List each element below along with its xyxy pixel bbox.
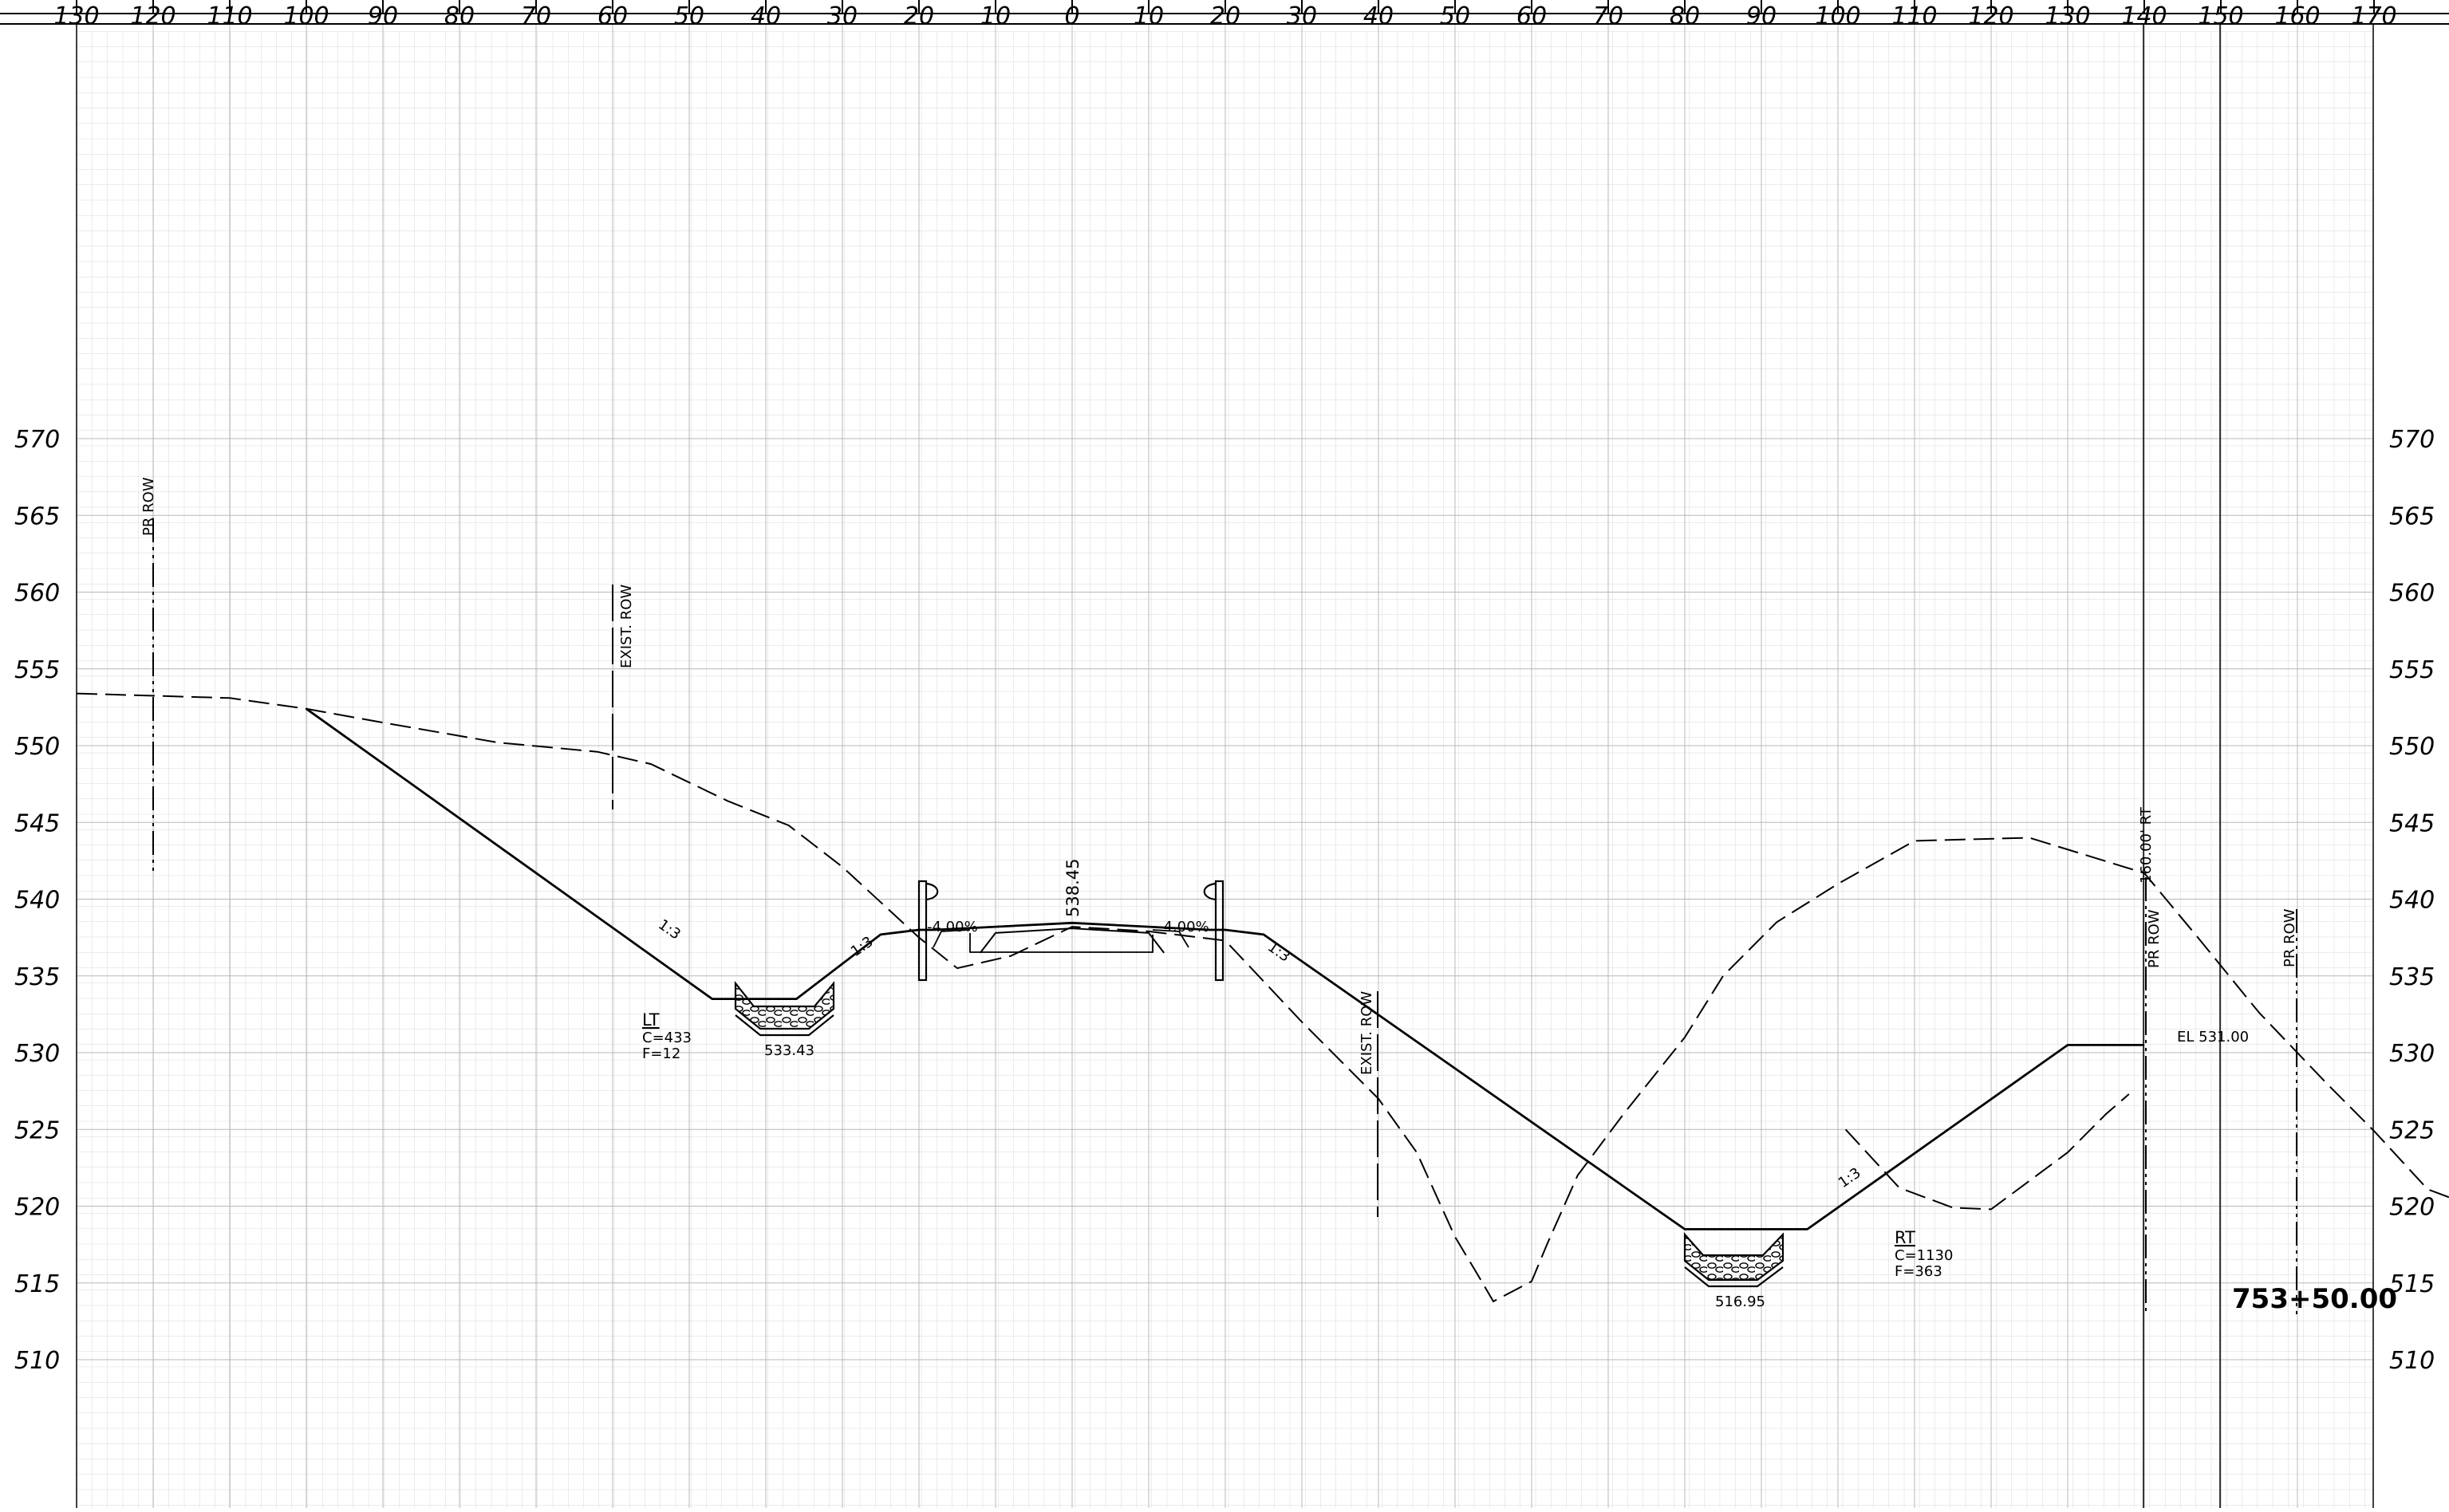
y-tick-label-right: 525: [2389, 1116, 2435, 1144]
x-tick-label: 120: [130, 2, 175, 30]
x-tick-label: 40: [1363, 2, 1394, 30]
pr-row-right-marker-a: PR ROW 160.00' RT: [2138, 806, 2163, 1314]
x-tick-label: 80: [444, 2, 475, 30]
x-tick-label: 170: [2351, 2, 2396, 30]
lt-fill: F=12: [642, 1045, 680, 1062]
x-tick-label: 70: [521, 2, 551, 30]
ditch-riprap-right: [1683, 1232, 1784, 1288]
y-tick-label-right: 545: [2389, 809, 2435, 837]
pr-row-left-marker: PR ROW: [140, 477, 157, 876]
ditch-left-elevation: 533.43: [764, 1042, 814, 1059]
y-tick-label-right: 565: [2389, 502, 2435, 530]
exist-row-right-marker: EXIST. ROW: [1359, 991, 1378, 1217]
y-tick-label-right: 520: [2389, 1194, 2435, 1222]
y-tick-label-left: 510: [14, 1347, 60, 1375]
pr-row-right-label-a: PR ROW: [2146, 909, 2163, 968]
x-tick-label: 30: [1287, 2, 1317, 30]
x-tick-label: 80: [1670, 2, 1700, 30]
x-tick-label: 130: [53, 2, 99, 30]
ditch-riprap-left: [734, 980, 835, 1037]
rt-title: RT: [1895, 1228, 1915, 1247]
y-tick-label-left: 530: [14, 1040, 60, 1068]
x-tick-label: 60: [597, 2, 628, 30]
x-tick-label: 90: [368, 2, 398, 30]
exist-row-left-marker: EXIST. ROW: [612, 585, 635, 809]
x-tick-label: 50: [674, 2, 704, 30]
pr-row-right-marker-b: PR ROW: [2281, 908, 2298, 1314]
x-tick-label: 20: [1210, 2, 1240, 30]
y-tick-label-right: 535: [2389, 963, 2435, 991]
y-tick-label-left: 520: [14, 1194, 60, 1222]
existing-ground-right-line: [1844, 1093, 2130, 1211]
y-tick-label-left: 570: [14, 426, 60, 454]
y-tick-label-right: 560: [2389, 580, 2435, 608]
major-grid-lines: [77, 24, 2373, 1508]
y-tick-label-right: 515: [2389, 1270, 2435, 1298]
pr-row-left-label: PR ROW: [140, 477, 157, 536]
guardrail-right: [1203, 880, 1224, 982]
y-tick-label-right: 510: [2389, 1347, 2435, 1375]
y-tick-label-left: 565: [14, 502, 60, 530]
centerline-elevation-label: 538.45: [1063, 859, 1083, 917]
y-tick-label-left: 515: [14, 1270, 60, 1298]
x-tick-label: 60: [1516, 2, 1547, 30]
y-tick-label-left: 535: [14, 963, 60, 991]
x-tick-label: 90: [1746, 2, 1777, 30]
y-tick-label-right: 530: [2389, 1040, 2435, 1068]
y-tick-label-right: 540: [2389, 887, 2435, 915]
x-tick-label: 140: [2121, 2, 2167, 30]
y-tick-label-left: 545: [14, 809, 60, 837]
y-tick-label-left: 540: [14, 887, 60, 915]
slope-label-left: -4.00%: [927, 919, 978, 935]
x-tick-label: 20: [904, 2, 934, 30]
offset-axis: 130 120 110 100 90 80 70 60 50 40 30 20 10 0 10 20 30 40 5…: [53, 0, 2397, 30]
x-tick-label: 100: [1815, 2, 1860, 30]
el-right-label: EL 531.00: [2177, 1029, 2249, 1045]
x-tick-label: 50: [1440, 2, 1470, 30]
x-tick-label: 0: [1064, 2, 1079, 30]
pavement-detail: [933, 929, 1189, 953]
y-tick-label-left: 555: [14, 656, 60, 684]
y-tick-label-left: 550: [14, 733, 60, 761]
ditch-right-elevation: 516.95: [1715, 1293, 1765, 1310]
x-tick-label: 100: [283, 2, 329, 30]
x-tick-label: 110: [1891, 2, 1937, 30]
x-tick-label: 40: [751, 2, 781, 30]
elevation-axis: 570 570 565 565 560 560 555 555 550 550 545 545 540 5…: [14, 426, 2435, 1375]
existing-pavement-line: [980, 927, 1165, 954]
guardrail-left: [917, 880, 939, 982]
exist-row-right-label: EXIST. ROW: [1359, 991, 1375, 1075]
y-tick-label-right: 570: [2389, 426, 2435, 454]
lt-title: LT: [642, 1010, 660, 1030]
x-tick-label: 150: [2198, 2, 2243, 30]
y-tick-label-right: 555: [2389, 656, 2435, 684]
existing-ground-line: [76, 692, 2449, 1303]
pr-row-right-label-b: PR ROW: [2281, 908, 2298, 967]
proposed-section-line: [306, 707, 2144, 1230]
profiles-layer: [76, 692, 2449, 1303]
station-label: 753+50.00: [2232, 1283, 2397, 1315]
y-tick-label-left: 525: [14, 1116, 60, 1144]
x-tick-label: 110: [207, 2, 252, 30]
x-tick-label: 30: [827, 2, 858, 30]
y-tick-label-left: 560: [14, 580, 60, 608]
slope-label-right: -4.00%: [1158, 919, 1209, 935]
lt-cut: C=433: [642, 1030, 692, 1046]
x-tick-label: 70: [1593, 2, 1623, 30]
x-tick-label: 130: [2045, 2, 2090, 30]
x-tick-label: 120: [1968, 2, 2013, 30]
rt-cut: C=1130: [1895, 1247, 1953, 1264]
x-tick-label: 10: [980, 2, 1011, 30]
rt-fill: F=363: [1895, 1263, 1942, 1280]
offset-160-label: 160.00' RT: [2138, 806, 2155, 884]
y-tick-label-right: 550: [2389, 733, 2435, 761]
x-tick-label: 160: [2274, 2, 2320, 30]
exist-row-left-label: EXIST. ROW: [618, 585, 635, 668]
x-tick-label: 10: [1134, 2, 1164, 30]
